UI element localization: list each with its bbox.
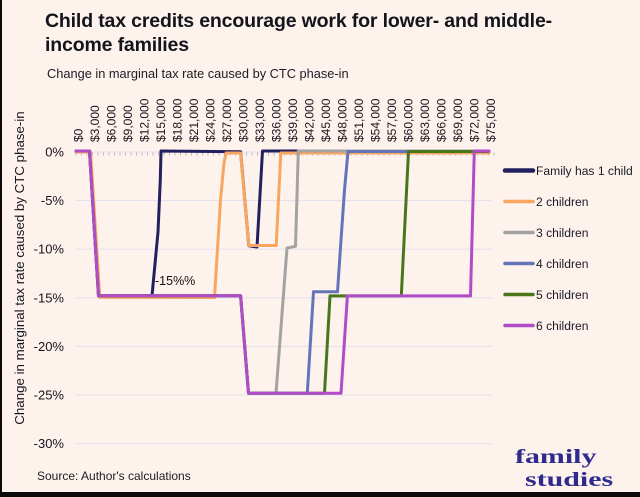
svg-text:$72,000: $72,000 [467, 98, 481, 142]
svg-text:$3,000: $3,000 [88, 105, 102, 142]
svg-text:$0: $0 [71, 128, 85, 142]
svg-text:0%: 0% [45, 145, 64, 160]
svg-text:-30%: -30% [34, 436, 65, 451]
svg-text:$15,000: $15,000 [154, 98, 168, 142]
svg-text:$21,000: $21,000 [187, 98, 201, 142]
svg-text:$24,000: $24,000 [203, 98, 217, 142]
svg-text:$48,000: $48,000 [335, 98, 349, 142]
svg-text:$57,000: $57,000 [385, 98, 399, 142]
svg-text:$51,000: $51,000 [352, 98, 366, 142]
svg-text:$6,000: $6,000 [104, 105, 118, 142]
svg-text:3 children: 3 children [536, 226, 588, 240]
svg-text:$69,000: $69,000 [451, 98, 465, 142]
svg-text:$12,000: $12,000 [137, 98, 151, 142]
svg-text:$33,000: $33,000 [253, 98, 267, 142]
svg-text:2 children: 2 children [536, 195, 588, 209]
svg-text:$36,000: $36,000 [269, 98, 283, 142]
svg-text:$63,000: $63,000 [418, 98, 432, 142]
svg-text:5 children: 5 children [536, 288, 588, 302]
svg-text:$66,000: $66,000 [434, 98, 448, 142]
svg-text:$27,000: $27,000 [220, 98, 234, 142]
svg-text:$39,000: $39,000 [286, 98, 300, 142]
svg-text:$9,000: $9,000 [121, 105, 135, 142]
svg-text:-10%: -10% [34, 242, 65, 257]
svg-text:$30,000: $30,000 [236, 98, 250, 142]
svg-text:-25%: -25% [34, 388, 65, 403]
svg-text:6 children: 6 children [536, 319, 588, 333]
svg-text:$18,000: $18,000 [170, 98, 184, 142]
svg-text:-15%: -15% [34, 290, 65, 305]
svg-text:-20%: -20% [34, 339, 65, 354]
svg-text:Family has 1 child: Family has 1 child [536, 164, 633, 178]
svg-text:$45,000: $45,000 [319, 98, 333, 142]
svg-text:$42,000: $42,000 [302, 98, 316, 142]
svg-text:$54,000: $54,000 [368, 98, 382, 142]
svg-text:-15%%: -15%% [155, 274, 195, 288]
svg-text:4 children: 4 children [536, 257, 588, 271]
svg-text:Change in marginal tax rate ca: Change in marginal tax rate caused by CT… [12, 111, 27, 424]
svg-text:$60,000: $60,000 [401, 98, 415, 142]
svg-text:$75,000: $75,000 [484, 98, 498, 142]
svg-text:-5%: -5% [41, 193, 65, 208]
